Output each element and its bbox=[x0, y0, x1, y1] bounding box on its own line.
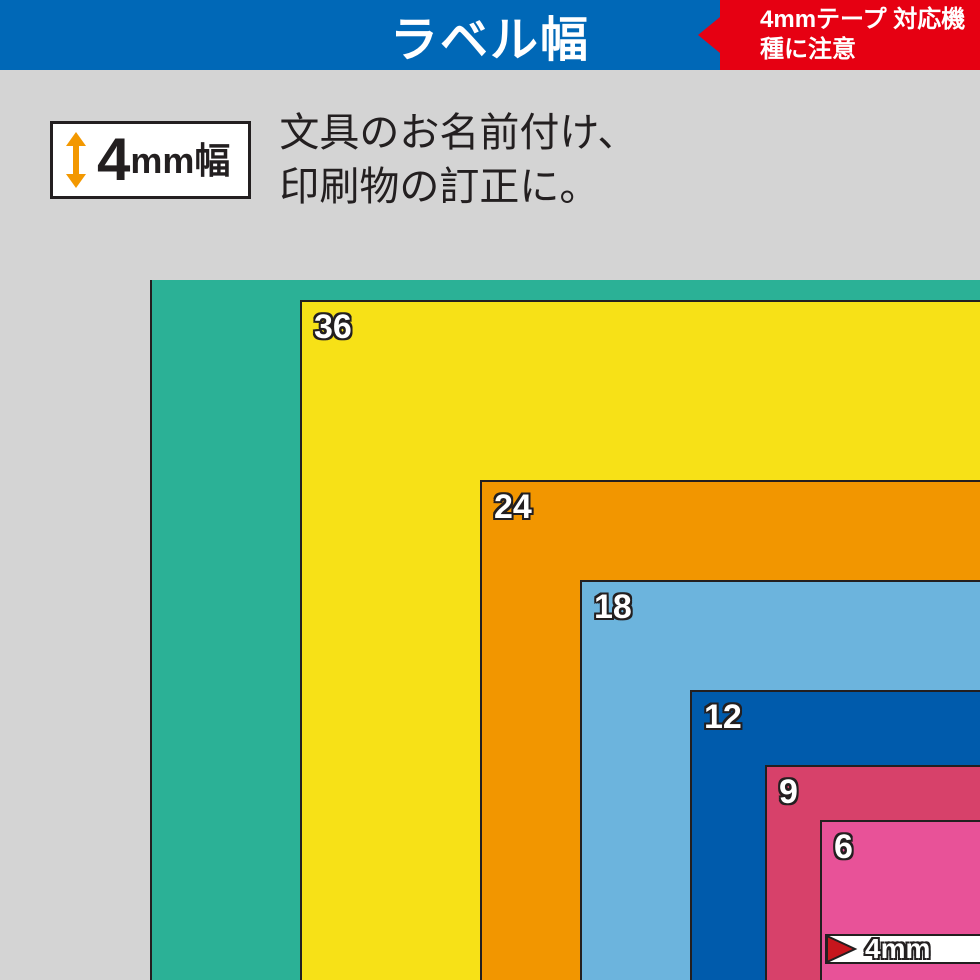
layer-label: 18 bbox=[594, 588, 632, 627]
header-bar: ラベル幅 4mmテープ 対応機種に注意 bbox=[0, 0, 980, 70]
pointer-icon bbox=[825, 934, 859, 964]
layer-label: 12 bbox=[704, 698, 742, 737]
description-text: 文具のお名前付け、 印刷物の訂正に。 bbox=[279, 106, 637, 214]
label-width-chart: 503624181296 4mm bbox=[0, 280, 980, 980]
header-callout-text: 4mmテープ 対応機種に注意 bbox=[760, 5, 980, 65]
strip-4mm: 4mm bbox=[825, 934, 980, 964]
width-badge: 4 mm幅 bbox=[50, 121, 251, 199]
strip-4mm-label: 4mm bbox=[865, 933, 930, 965]
header-title: ラベル幅 bbox=[390, 0, 590, 70]
width-value: 4 bbox=[97, 130, 130, 190]
layer-label: 9 bbox=[779, 773, 798, 812]
spec-row: 4 mm幅 文具のお名前付け、 印刷物の訂正に。 bbox=[0, 70, 980, 244]
layer-label: 36 bbox=[314, 308, 352, 347]
header-callout: 4mmテープ 対応機種に注意 bbox=[720, 0, 980, 70]
width-unit: mm幅 bbox=[130, 132, 230, 184]
double-arrow-icon bbox=[65, 132, 87, 188]
layer-label: 24 bbox=[494, 488, 532, 527]
layer-label: 6 bbox=[834, 828, 853, 867]
